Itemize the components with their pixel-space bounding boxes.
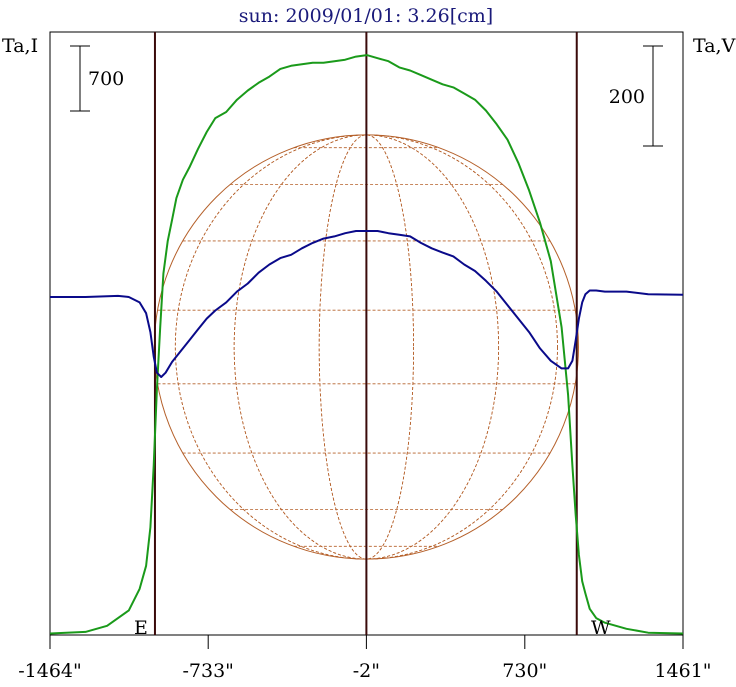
intensity-series-line xyxy=(49,54,684,635)
x-tick-label: -733" xyxy=(182,660,233,682)
west-limb-label: W xyxy=(591,617,611,639)
x-axis-ticks: -1464" -733" -2" 730" 1461" xyxy=(18,635,712,682)
left-axis-label: Ta,I xyxy=(2,35,38,57)
x-tick-label: 730" xyxy=(502,660,547,682)
left-scale-bar-label: 700 xyxy=(88,68,124,90)
solar-disk-meridian xyxy=(318,134,414,560)
right-scale-bar: 200 xyxy=(609,45,663,147)
polarization-series-line xyxy=(50,230,684,378)
right-scale-bar-label: 200 xyxy=(609,86,645,108)
x-tick-label: -1464" xyxy=(18,660,82,682)
chart-title: sun: 2009/01/01: 3.26[cm] xyxy=(239,5,493,27)
east-limb-label: E xyxy=(134,617,148,639)
x-tick-label: -2" xyxy=(353,660,380,682)
right-axis-label: Ta,V xyxy=(693,35,736,57)
data-series xyxy=(49,54,684,635)
vertical-markers xyxy=(153,32,578,635)
x-tick-label: 1461" xyxy=(654,660,711,682)
left-scale-bar: 700 xyxy=(70,45,124,112)
